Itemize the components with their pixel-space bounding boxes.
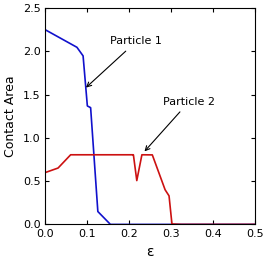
Y-axis label: Contact Area: Contact Area (4, 75, 17, 157)
X-axis label: ε: ε (146, 245, 154, 259)
Text: Particle 1: Particle 1 (87, 37, 162, 87)
Text: Particle 2: Particle 2 (145, 97, 215, 150)
